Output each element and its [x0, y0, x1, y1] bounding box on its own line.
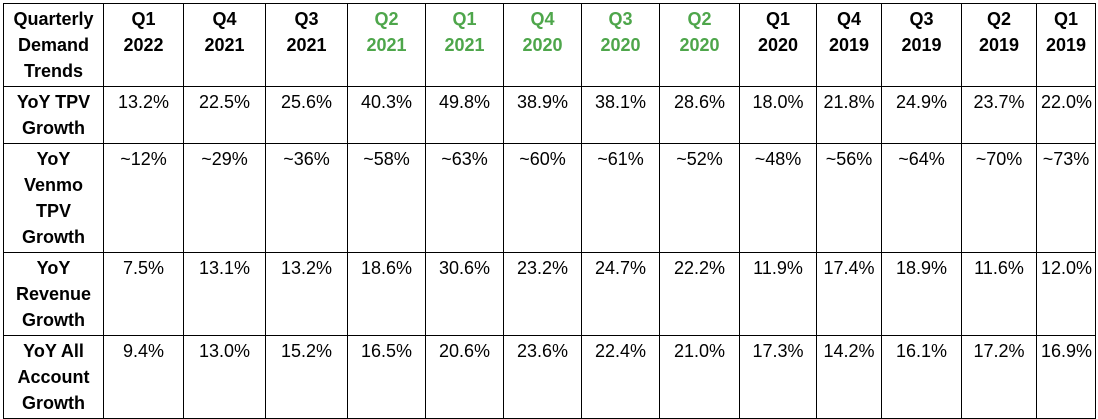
table-cell: 23.6% [503, 335, 582, 419]
table-cell: 15.2% [265, 335, 348, 419]
table-cell: 11.9% [739, 252, 817, 336]
table-cell: 18.9% [881, 252, 962, 336]
column-header: Q3 2021 [265, 3, 348, 87]
table-cell: 13.2% [265, 252, 348, 336]
table-cell: 17.2% [961, 335, 1037, 419]
table-cell: ~58% [347, 143, 426, 253]
table-body: YoY TPV Growth 13.2% 22.5% 25.6% 40.3% 49.8% 3… [3, 86, 1096, 419]
table-cell: ~70% [961, 143, 1037, 253]
table-row: YoY All Account Growth 9.4% 13.0% 15.2% 16.5… [3, 335, 1096, 419]
column-header: Q1 2022 [103, 3, 184, 87]
table-cell: 17.3% [739, 335, 817, 419]
table-cell: 14.2% [816, 335, 882, 419]
table-cell: 23.7% [961, 86, 1037, 144]
table-cell: 16.1% [881, 335, 962, 419]
table-cell: ~36% [265, 143, 348, 253]
table-cell: 7.5% [103, 252, 184, 336]
table-row: YoY TPV Growth 13.2% 22.5% 25.6% 40.3% 49.8% 3… [3, 86, 1096, 144]
table-cell: 17.4% [816, 252, 882, 336]
table-cell: ~29% [183, 143, 266, 253]
table-cell: 9.4% [103, 335, 184, 419]
column-header: Q1 2021 [425, 3, 504, 87]
table-cell: 21.8% [816, 86, 882, 144]
table-cell: 24.7% [581, 252, 660, 336]
table-cell: 20.6% [425, 335, 504, 419]
table-cell: 22.2% [659, 252, 740, 336]
table-cell: 21.0% [659, 335, 740, 419]
column-header: Q4 2020 [503, 3, 582, 87]
column-header: Q3 2019 [881, 3, 962, 87]
quarterly-demand-trends-table: Quarterly Demand Trends Q1 2022 Q4 2021 Q3… [3, 3, 1096, 419]
column-header: Q4 2019 [816, 3, 882, 87]
column-header: Q1 2019 [1036, 3, 1096, 87]
table-cell: 22.0% [1036, 86, 1096, 144]
table-cell: 38.1% [581, 86, 660, 144]
row-header: YoY TPV Growth [3, 86, 104, 144]
table-cell: ~52% [659, 143, 740, 253]
row-header: YoY Venmo TPV Growth [3, 143, 104, 253]
table-cell: 25.6% [265, 86, 348, 144]
table-cell: 13.1% [183, 252, 266, 336]
table-cell: 23.2% [503, 252, 582, 336]
table-cell: 40.3% [347, 86, 426, 144]
corner-header: Quarterly Demand Trends [3, 3, 104, 87]
table-row: YoY Venmo TPV Growth ~12% ~29% ~36% ~58% ~63%… [3, 143, 1096, 253]
table-cell: ~61% [581, 143, 660, 253]
table-cell: ~48% [739, 143, 817, 253]
table-cell: 28.6% [659, 86, 740, 144]
column-header: Q4 2021 [183, 3, 266, 87]
table-cell: 22.5% [183, 86, 266, 144]
table-cell: 16.5% [347, 335, 426, 419]
table-cell: 24.9% [881, 86, 962, 144]
column-header: Q2 2019 [961, 3, 1037, 87]
table-cell: 49.8% [425, 86, 504, 144]
table-cell: 38.9% [503, 86, 582, 144]
column-header: Q2 2021 [347, 3, 426, 87]
row-header: YoY All Account Growth [3, 335, 104, 419]
table-cell: 30.6% [425, 252, 504, 336]
table-cell: 16.9% [1036, 335, 1096, 419]
table-cell: 22.4% [581, 335, 660, 419]
column-header: Q1 2020 [739, 3, 817, 87]
table-cell: 13.2% [103, 86, 184, 144]
table-cell: 18.6% [347, 252, 426, 336]
table-cell: 11.6% [961, 252, 1037, 336]
table-cell: ~56% [816, 143, 882, 253]
table-cell: ~73% [1036, 143, 1096, 253]
table-cell: ~64% [881, 143, 962, 253]
table-cell: 18.0% [739, 86, 817, 144]
table-cell: ~12% [103, 143, 184, 253]
quarterly-demand-trends-table-wrapper: Quarterly Demand Trends Q1 2022 Q4 2021 Q3… [3, 3, 1096, 419]
column-header: Q3 2020 [581, 3, 660, 87]
table-cell: ~63% [425, 143, 504, 253]
header-row: Quarterly Demand Trends Q1 2022 Q4 2021 Q3… [3, 3, 1096, 87]
table-cell: ~60% [503, 143, 582, 253]
row-header: YoY Revenue Growth [3, 252, 104, 336]
table-cell: 13.0% [183, 335, 266, 419]
table-row: YoY Revenue Growth 7.5% 13.1% 13.2% 18.6% 30.… [3, 252, 1096, 336]
column-header: Q2 2020 [659, 3, 740, 87]
table-cell: 12.0% [1036, 252, 1096, 336]
